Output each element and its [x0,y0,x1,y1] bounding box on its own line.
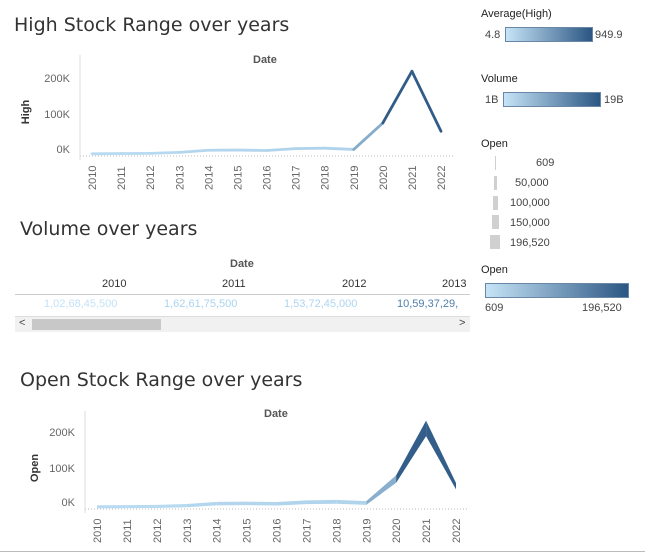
volume-cell-2011: 1,62,61,75,500 [164,298,238,310]
high-x-tick-2012: 2012 [145,166,157,190]
open-size-item-196520: 196,520 [510,237,550,249]
size-swatch-50000 [494,176,497,190]
bottom-divider [0,551,645,552]
high-x-tick-2015: 2015 [232,166,244,190]
high-x-tick-2011: 2011 [116,166,128,190]
open-y-tick-100k: 100K [49,463,75,475]
open-line-segment-2017 [306,499,337,505]
volume-legend-min: 1B [485,94,499,106]
open-x-tick-2014: 2014 [212,519,224,543]
volume-legend-title: Volume [481,73,518,85]
high-x-tick-2017: 2017 [291,166,303,190]
size-swatch-100000 [493,196,498,210]
open-line-chart: 2010 2011 2012 2013 2014 2015 2016 2017 2018 2019… [84,411,468,543]
high-x-tick-2014: 2014 [203,166,215,190]
high-chart-title: High Stock Range over years [14,14,290,36]
open-x-tick-2016: 2016 [272,519,284,543]
open-line-segment-2020 [396,420,427,483]
open-size-item-150000: 150,000 [510,217,550,229]
high-x-tick-2013: 2013 [174,166,186,190]
open-x-tick-2010: 2010 [92,519,104,543]
high-x-tick-2010: 2010 [87,166,99,190]
open-color-legend-max: 196,520 [582,302,622,314]
open-line-segment-2019 [366,475,397,505]
open-size-legend-title: Open [481,138,508,150]
avg-high-color-ramp [505,27,593,42]
open-line-segment-2021 [426,420,456,490]
volume-col-2011: 2011 [222,278,246,290]
open-x-tick-2019: 2019 [361,519,373,543]
size-swatch-609 [495,156,496,170]
high-x-tick-2021: 2021 [407,166,419,190]
high-line-segment-2021 [410,69,443,133]
high-line-segment-2020 [381,69,414,125]
open-size-item-609: 609 [536,157,555,169]
open-x-tick-2021: 2021 [421,519,433,543]
volume-header-divider [15,294,470,295]
avg-high-legend-min: 4.8 [485,29,501,41]
size-swatch-196520 [490,235,500,249]
volume-date-header: Date [230,258,254,270]
high-line-chart: 2010 2011 2012 2013 2014 2015 2016 2017 2018 2019… [79,55,453,190]
open-line-segment-2015 [246,501,277,506]
high-x-tick-2022: 2022 [436,166,448,190]
high-line-segment-2018 [323,146,356,151]
high-chart-date-header: Date [253,54,277,66]
volume-table-title: Volume over years [20,218,198,240]
high-line-segment-2012 [148,150,181,155]
open-chart-date-header: Date [264,408,288,420]
open-color-ramp [485,283,629,298]
scroll-right-arrow[interactable]: > [459,317,466,329]
open-x-tick-2020: 2020 [391,519,403,543]
open-x-tick-2015: 2015 [242,519,254,543]
high-y-tick-200k: 200K [44,73,70,85]
high-y-tick-100k: 100K [44,109,70,121]
high-x-tick-2018: 2018 [320,166,332,190]
open-line-segment-2018 [336,499,367,505]
high-x-tick-2016: 2016 [262,166,274,190]
open-line-segment-2016 [276,500,307,506]
high-line-segment-2016 [265,147,297,152]
high-line-segment-2013 [177,148,210,154]
volume-legend-max: 19B [604,94,624,106]
high-x-tick-2019: 2019 [349,166,361,190]
scroll-left-arrow[interactable]: < [19,317,26,329]
volume-cell-2010: 1,02,68,45,500 [44,298,118,310]
open-line-segment-2012 [156,503,187,508]
volume-col-2012: 2012 [342,278,367,290]
volume-color-ramp [503,92,601,107]
scrollbar-thumb[interactable] [32,319,161,330]
open-y-tick-0k: 0K [61,497,75,509]
volume-scrollbar[interactable]: < > [15,316,470,332]
open-line-segment-2010 [97,505,127,509]
volume-col-2010: 2010 [102,278,127,290]
open-line-segment-2014 [216,501,247,506]
high-line-segment-2019 [352,121,385,151]
open-x-tick-2011: 2011 [122,519,134,543]
high-x-tick-2020: 2020 [378,166,390,190]
open-x-tick-2013: 2013 [182,519,194,543]
avg-high-legend-max: 949.9 [595,29,623,41]
open-size-item-100000: 100,000 [510,197,550,209]
volume-col-2013: 2013 [442,278,467,290]
open-color-legend-min: 609 [485,302,504,314]
open-x-tick-2017: 2017 [301,519,313,543]
open-y-tick-200k: 200K [49,427,75,439]
open-x-tick-2012: 2012 [152,519,164,543]
open-line-segment-2013 [186,501,217,508]
open-x-tick-2018: 2018 [331,519,343,543]
open-x-tick-2022: 2022 [451,519,463,543]
volume-cell-2012: 1,53,72,45,000 [284,298,358,310]
size-swatch-150000 [492,215,499,229]
open-chart-title: Open Stock Range over years [20,369,303,391]
high-y-tick-0k: 0K [56,144,70,156]
open-color-legend-title: Open [481,264,508,276]
open-size-item-50000: 50,000 [515,177,549,189]
volume-cell-2013: 10,59,37,29, [397,298,459,310]
open-line-segment-2011 [126,504,157,509]
avg-high-legend-title: Average(High) [481,8,552,20]
